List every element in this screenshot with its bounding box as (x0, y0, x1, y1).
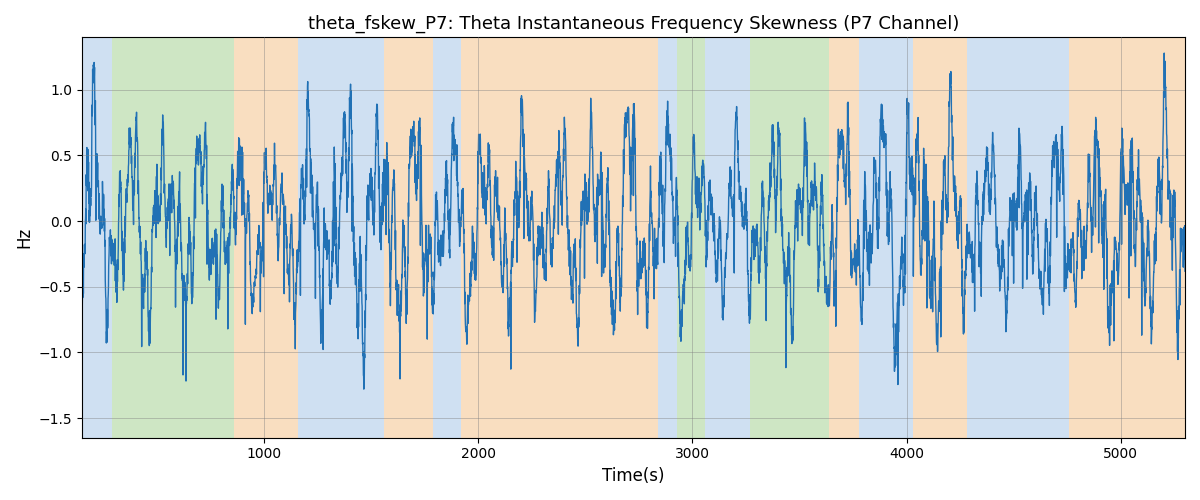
Bar (829, 38, 859, 438)
X-axis label: Time(s): Time(s) (602, 467, 665, 485)
Bar (913, 38, 966, 438)
Bar (750, 38, 829, 438)
Bar (658, 38, 677, 438)
Bar (384, 38, 433, 438)
Bar (966, 38, 1069, 438)
Bar (234, 38, 299, 438)
Bar (1069, 38, 1186, 438)
Bar (677, 38, 706, 438)
Bar (706, 38, 750, 438)
Bar (859, 38, 913, 438)
Bar (461, 38, 658, 438)
Bar (82, 38, 112, 438)
Y-axis label: Hz: Hz (14, 227, 32, 248)
Bar (299, 38, 384, 438)
Bar (433, 38, 461, 438)
Title: theta_fskew_P7: Theta Instantaneous Frequency Skewness (P7 Channel): theta_fskew_P7: Theta Instantaneous Freq… (307, 15, 959, 34)
Bar (112, 38, 234, 438)
